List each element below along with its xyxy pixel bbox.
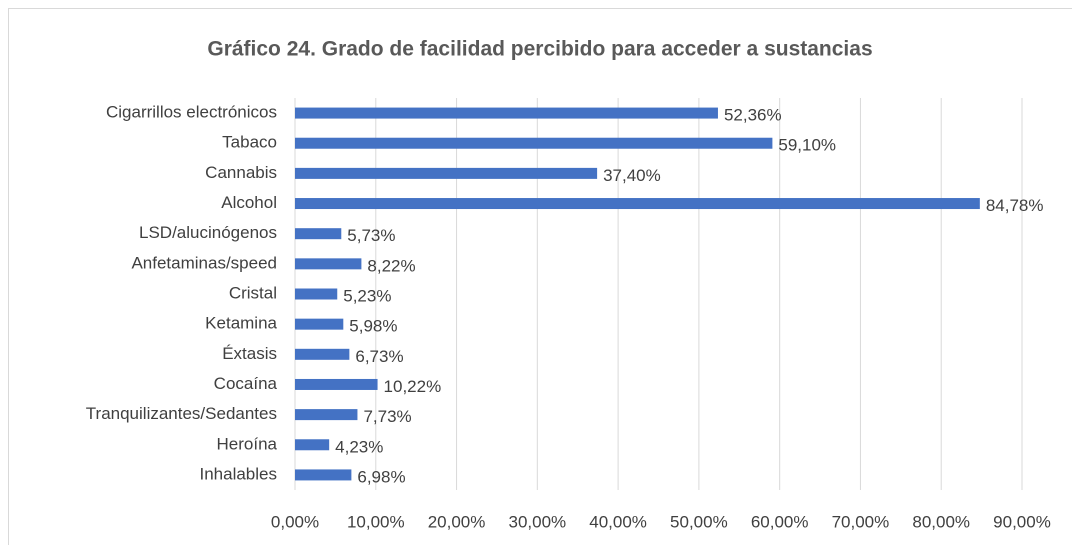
data-label: 37,40%	[603, 166, 661, 185]
bar	[295, 137, 773, 149]
bar	[295, 378, 378, 390]
bar	[295, 439, 330, 451]
data-label: 6,98%	[357, 467, 405, 486]
y-tick-label: Cristal	[229, 283, 277, 302]
x-tick-label: 80,00%	[912, 512, 970, 531]
bar	[295, 288, 338, 300]
y-tick-label: Cannabis	[205, 163, 277, 182]
chart-title: Gráfico 24. Grado de facilidad percibido…	[207, 38, 872, 61]
chart-border	[8, 8, 1072, 545]
x-tick-label: 30,00%	[508, 512, 566, 531]
y-tick-label: Ketamina	[205, 314, 277, 333]
data-label: 10,22%	[384, 377, 442, 396]
data-label: 5,73%	[347, 226, 395, 245]
x-tick-label: 20,00%	[428, 512, 486, 531]
bar	[295, 228, 342, 240]
data-label: 4,23%	[335, 437, 383, 456]
y-tick-label: Heroína	[217, 434, 278, 453]
bar	[295, 348, 350, 360]
x-tick-label: 60,00%	[751, 512, 809, 531]
bar	[295, 258, 362, 270]
data-label: 5,23%	[343, 286, 391, 305]
x-tick-label: 90,00%	[993, 512, 1051, 531]
x-tick-label: 0,00%	[271, 512, 319, 531]
data-label: 8,22%	[367, 256, 415, 275]
x-tick-label: 10,00%	[347, 512, 405, 531]
data-label: 84,78%	[986, 196, 1044, 215]
y-tick-label: Inhalables	[199, 464, 277, 483]
bar	[295, 318, 344, 330]
data-label: 7,73%	[363, 407, 411, 426]
y-tick-label: Alcohol	[221, 193, 277, 212]
y-tick-label: Tabaco	[222, 133, 277, 152]
bar	[295, 409, 358, 421]
y-tick-label: LSD/alucinógenos	[139, 223, 277, 242]
data-label: 59,10%	[778, 136, 836, 155]
y-tick-label: Anfetaminas/speed	[131, 253, 277, 272]
data-label: 6,73%	[355, 347, 403, 366]
bar	[295, 198, 980, 210]
x-tick-label: 50,00%	[670, 512, 728, 531]
data-label: 5,98%	[349, 317, 397, 336]
y-tick-label: Cocaína	[214, 374, 278, 393]
bar	[295, 167, 598, 179]
data-label: 52,36%	[724, 106, 782, 125]
y-tick-label: Éxtasis	[222, 344, 277, 363]
y-tick-label: Tranquilizantes/Sedantes	[86, 404, 277, 423]
bar	[295, 107, 718, 119]
bar	[295, 469, 352, 481]
y-tick-label: Cigarrillos electrónicos	[106, 103, 277, 122]
x-tick-label: 70,00%	[832, 512, 890, 531]
x-tick-label: 40,00%	[589, 512, 647, 531]
